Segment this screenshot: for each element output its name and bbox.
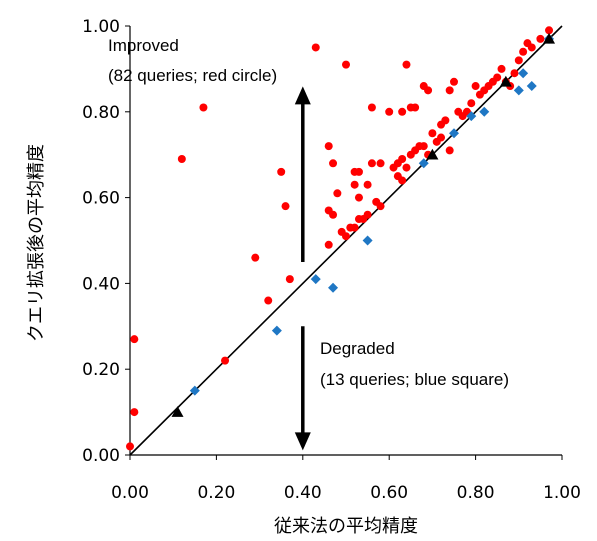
degraded-detail: (13 queries; blue square) xyxy=(320,370,509,389)
x-tick-label: 0.60 xyxy=(370,483,408,503)
point-red-circle xyxy=(342,60,350,69)
point-red-circle xyxy=(251,253,260,262)
y-tick-label: 0.20 xyxy=(82,360,120,380)
point-red-circle xyxy=(424,86,433,95)
point-blue-diamond xyxy=(189,385,200,396)
point-red-circle xyxy=(376,202,385,211)
point-red-circle xyxy=(445,146,454,155)
point-red-circle xyxy=(311,43,320,52)
x-tick-label: 0.40 xyxy=(284,483,322,503)
y-tick-label: 0.80 xyxy=(82,103,120,123)
point-red-circle xyxy=(329,159,338,168)
point-red-circle xyxy=(285,275,294,284)
point-red-circle xyxy=(450,77,458,86)
point-blue-diamond xyxy=(513,85,524,96)
point-black-triangle xyxy=(171,406,184,417)
point-blue-diamond xyxy=(271,325,282,336)
point-red-circle xyxy=(350,180,359,189)
point-red-circle xyxy=(497,64,506,73)
point-red-circle xyxy=(411,103,420,112)
point-red-circle xyxy=(398,154,407,163)
point-red-circle xyxy=(536,34,545,43)
point-red-circle xyxy=(437,133,446,142)
point-red-circle xyxy=(329,210,338,219)
point-red-circle xyxy=(354,193,363,202)
point-blue-diamond xyxy=(328,282,339,293)
point-red-circle xyxy=(545,26,554,35)
point-blue-diamond xyxy=(526,81,537,92)
point-red-circle xyxy=(177,154,186,163)
x-tick-label: 0.00 xyxy=(111,483,149,503)
y-axis-title: クエリ拡張後の平均精度 xyxy=(26,144,47,342)
point-red-circle xyxy=(363,180,372,189)
y-tick-label: 0.60 xyxy=(82,189,120,209)
point-blue-diamond xyxy=(479,106,490,117)
annotations: Improved (82 queries; red circle) Degraded… xyxy=(108,36,509,451)
y-tick-label: 1.00 xyxy=(82,17,120,37)
point-black-triangle xyxy=(499,75,512,87)
point-black-triangle xyxy=(426,148,439,160)
point-red-circle xyxy=(445,86,454,95)
point-red-circle xyxy=(324,142,333,151)
point-blue-diamond xyxy=(418,158,429,169)
point-red-circle xyxy=(130,335,139,344)
point-red-circle xyxy=(514,56,523,65)
point-red-circle xyxy=(527,43,536,52)
point-red-circle xyxy=(419,142,428,151)
reference-diagonal xyxy=(129,25,563,456)
point-red-circle xyxy=(350,223,359,232)
tick-labels: 0.00 0.20 0.40 0.60 0.80 1.00 0.00 0.20 0.40 0.60… xyxy=(82,17,581,503)
point-blue-diamond xyxy=(466,111,477,122)
x-tick-label: 0.20 xyxy=(197,483,235,503)
point-red-circle xyxy=(130,408,139,417)
point-red-circle xyxy=(428,129,437,138)
point-red-circle xyxy=(510,69,519,78)
data-points xyxy=(126,26,556,451)
degraded-arrow-head xyxy=(294,432,311,451)
point-red-circle xyxy=(493,73,502,82)
point-blue-diamond xyxy=(449,128,459,139)
point-red-circle xyxy=(467,99,476,108)
point-red-circle xyxy=(199,103,208,112)
point-blue-diamond xyxy=(518,68,529,79)
improved-arrow-head xyxy=(294,86,311,105)
x-tick-label: 0.80 xyxy=(457,483,495,503)
point-red-circle xyxy=(402,163,411,172)
point-red-circle xyxy=(363,210,372,219)
axes xyxy=(125,25,563,460)
x-tick-label: 1.00 xyxy=(543,483,581,503)
point-red-circle xyxy=(398,176,407,185)
y-tick-label: 0.00 xyxy=(82,446,120,466)
point-red-circle xyxy=(367,159,376,168)
point-red-circle xyxy=(281,202,290,211)
point-red-circle xyxy=(324,240,333,249)
point-red-circle xyxy=(264,296,273,305)
point-red-circle xyxy=(367,103,376,112)
point-red-circle xyxy=(471,82,480,91)
point-red-circle xyxy=(221,356,230,365)
point-red-circle xyxy=(277,167,286,176)
diagonal-line xyxy=(129,25,563,456)
y-tick-label: 0.40 xyxy=(82,274,120,294)
point-red-circle xyxy=(402,60,411,69)
point-blue-diamond xyxy=(310,274,321,285)
point-red-circle xyxy=(376,159,385,168)
point-red-circle xyxy=(333,189,342,198)
point-red-circle xyxy=(519,47,528,56)
improved-label: Improved xyxy=(108,36,179,55)
x-axis-title: 従来法の平均精度 xyxy=(274,516,418,537)
point-blue-diamond xyxy=(362,235,373,246)
improved-detail: (82 queries; red circle) xyxy=(108,66,277,85)
point-red-circle xyxy=(398,107,407,116)
point-red-circle xyxy=(385,107,394,116)
point-red-circle xyxy=(354,167,363,176)
degraded-label: Degraded xyxy=(320,339,395,358)
point-black-triangle xyxy=(543,32,556,44)
point-red-circle xyxy=(126,442,134,451)
point-red-circle xyxy=(441,116,450,125)
point-red-circle xyxy=(342,232,350,241)
